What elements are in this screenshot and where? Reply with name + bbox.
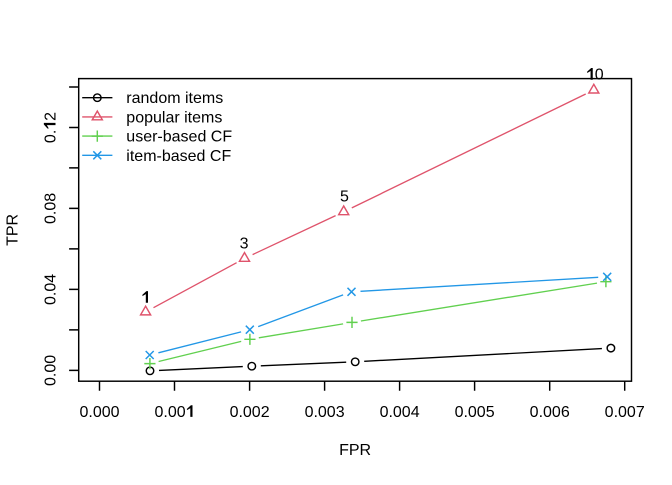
svg-text:0.04: 0.04 (43, 274, 60, 305)
svg-text:3: 3 (240, 236, 249, 253)
svg-text:user-based CF: user-based CF (126, 129, 232, 146)
svg-text:item-based CF: item-based CF (126, 148, 231, 165)
svg-text:0.000: 0.000 (79, 404, 119, 421)
svg-text:FPR: FPR (339, 442, 371, 459)
svg-text:random items: random items (126, 90, 223, 107)
svg-text:0.00: 0.00 (43, 355, 60, 386)
svg-text:popular items: popular items (126, 109, 222, 126)
svg-text:0.006: 0.006 (530, 404, 570, 421)
svg-text:0.: 0. (43, 130, 60, 143)
svg-text:0.005: 0.005 (455, 404, 495, 421)
svg-text:0.00: 0.00 (155, 404, 186, 421)
svg-text:0.007: 0.007 (605, 404, 645, 421)
svg-text:0.004: 0.004 (380, 404, 420, 421)
svg-text:0.002: 0.002 (230, 404, 270, 421)
svg-text:2: 2 (43, 112, 60, 121)
svg-text:0.08: 0.08 (43, 193, 60, 224)
svg-text:5: 5 (340, 189, 349, 206)
svg-text:TPR: TPR (5, 214, 22, 246)
svg-text:0.003: 0.003 (305, 404, 345, 421)
svg-text:0: 0 (595, 67, 604, 84)
